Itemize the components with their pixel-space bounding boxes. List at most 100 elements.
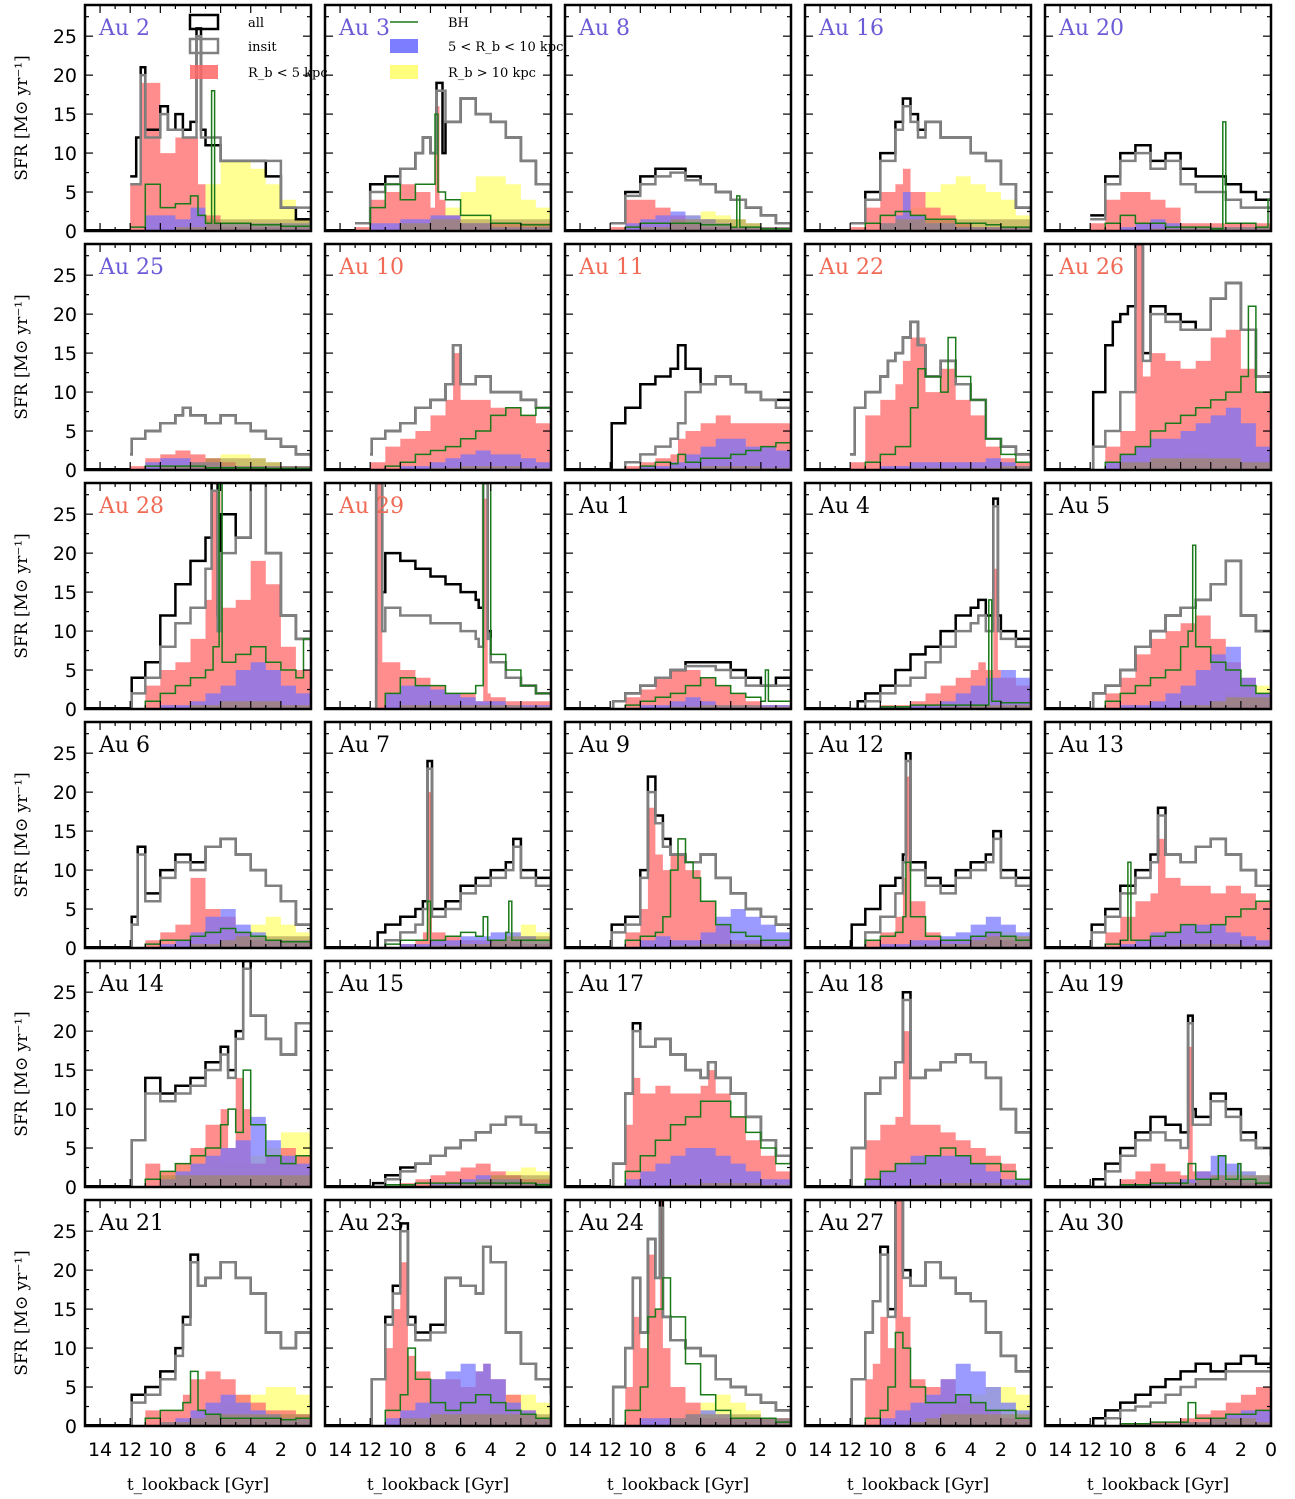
- inner-area: [850, 337, 1031, 470]
- inner-area: [850, 1031, 1031, 1187]
- insit-line: [850, 759, 1031, 948]
- outer-area: [355, 176, 551, 231]
- insit-line: [370, 344, 551, 456]
- xtick-label: 10: [148, 1439, 172, 1461]
- legend-swatch: [188, 13, 220, 31]
- panel-au7: Au 7: [323, 720, 553, 950]
- xlabel: t_lookback [Gyr]: [367, 1475, 509, 1495]
- panel-au22: Au 22: [803, 242, 1033, 472]
- mid-area: [370, 685, 551, 709]
- legend-label: R_b > 10 kpc: [448, 66, 536, 81]
- xtick-label: 0: [1025, 1439, 1037, 1461]
- legend-swatch: [390, 39, 418, 53]
- ytick-label: 15: [53, 821, 77, 843]
- xtick-label: 12: [1078, 1439, 1102, 1461]
- bh-line: [1090, 544, 1271, 709]
- xtick-label: 6: [695, 1439, 707, 1461]
- ytick-label: 5: [65, 660, 77, 682]
- panel-frame: [323, 481, 553, 711]
- panel-au26: Au 26: [1043, 242, 1273, 472]
- panel-frame: [1043, 481, 1273, 711]
- all-line: [850, 497, 1031, 709]
- overlap-area: [355, 219, 551, 231]
- panel-frame: [563, 242, 793, 472]
- panel-label: Au 15: [338, 972, 404, 997]
- panel-label: Au 29: [338, 494, 404, 519]
- panel-au1: Au 1: [563, 481, 793, 711]
- ylabel: SFR [M⊙ yr⁻¹]: [12, 1011, 32, 1136]
- panel-label: Au 24: [578, 1211, 644, 1236]
- ytick-label: 0: [65, 221, 77, 243]
- panel-frame: [323, 1198, 553, 1428]
- insit-line: [130, 34, 311, 224]
- panel-frame: [323, 3, 553, 233]
- insit-line: [1090, 1022, 1271, 1187]
- panel-frame: [563, 720, 793, 950]
- ytick-label: 0: [65, 699, 77, 721]
- panel-frame: [563, 1198, 793, 1428]
- bh-line: [610, 838, 791, 948]
- ytick-label: 10: [53, 1338, 77, 1360]
- bh-line: [1090, 861, 1271, 948]
- ytick-label: 25: [53, 26, 77, 48]
- panel-label: Au 12: [818, 733, 884, 758]
- xtick-label: 0: [305, 1439, 317, 1461]
- panel-frame: [803, 959, 1033, 1189]
- mid-area: [610, 438, 791, 470]
- insit-line: [130, 406, 311, 459]
- panel-frame: [83, 481, 313, 711]
- panel-au24: Au 24 14 12 10 8 6 4 2 0 t_lookback [Gyr]: [563, 1198, 797, 1495]
- ylabel: SFR [M⊙ yr⁻¹]: [12, 1250, 32, 1375]
- inner-area: [850, 776, 1031, 948]
- panel-label: Au 20: [1058, 16, 1124, 41]
- panel-label: Au 13: [1058, 733, 1124, 758]
- insit-line: [1090, 151, 1271, 221]
- all-line: [1090, 1014, 1271, 1187]
- xtick-label: 12: [598, 1439, 622, 1461]
- ytick-label: 10: [53, 143, 77, 165]
- panel-label: Au 27: [818, 1211, 884, 1236]
- panel-au23: Au 23 14 12 10 8 6 4 2 0 t_lookback [Gyr]: [323, 1198, 557, 1495]
- ytick-label: 10: [53, 1099, 77, 1121]
- panel-frame: [803, 720, 1033, 950]
- xtick-label: 8: [184, 1439, 196, 1461]
- ytick-label: 20: [53, 1260, 77, 1282]
- panel-label: Au 28: [98, 494, 164, 519]
- panel-frame: [323, 720, 553, 950]
- ytick-label: 20: [53, 304, 77, 326]
- bh-line: [370, 483, 551, 709]
- all-line: [370, 759, 551, 948]
- xtick-label: 8: [424, 1439, 436, 1461]
- insit-line: [610, 1029, 791, 1187]
- xtick-label: 10: [1108, 1439, 1132, 1461]
- mid-area: [1090, 924, 1271, 948]
- insit-line: [850, 105, 1031, 225]
- panel-au20: Au 20: [1043, 3, 1273, 233]
- panel-frame: [1043, 959, 1273, 1189]
- ytick-label: 10: [53, 621, 77, 643]
- ytick-label: 5: [65, 1138, 77, 1160]
- xtick-label: 14: [88, 1439, 112, 1461]
- xtick-label: 14: [808, 1439, 832, 1461]
- panel-au9: Au 9: [563, 720, 793, 950]
- ytick-label: 5: [65, 182, 77, 204]
- panel-au17: Au 17: [563, 959, 793, 1189]
- bh-line: [130, 483, 311, 709]
- ytick-label: 25: [53, 504, 77, 526]
- insit-line: [130, 1261, 311, 1426]
- insit-line: [1090, 1363, 1271, 1426]
- panel-frame: [563, 959, 793, 1189]
- panel-frame: [83, 242, 313, 472]
- ylabel: SFR [M⊙ yr⁻¹]: [12, 55, 32, 180]
- bh-line: [850, 210, 1031, 231]
- panel-au4: Au 4: [803, 481, 1033, 711]
- insit-line: [610, 171, 791, 228]
- panel-frame: [1043, 3, 1273, 233]
- panel-frame: [83, 720, 313, 950]
- insit-line: [130, 967, 311, 1187]
- mid-area: [610, 1148, 791, 1187]
- xtick-label: 14: [328, 1439, 352, 1461]
- insit-line: [370, 1229, 551, 1426]
- panel-label: Au 30: [1058, 1211, 1124, 1236]
- panel-label: Au 14: [98, 972, 164, 997]
